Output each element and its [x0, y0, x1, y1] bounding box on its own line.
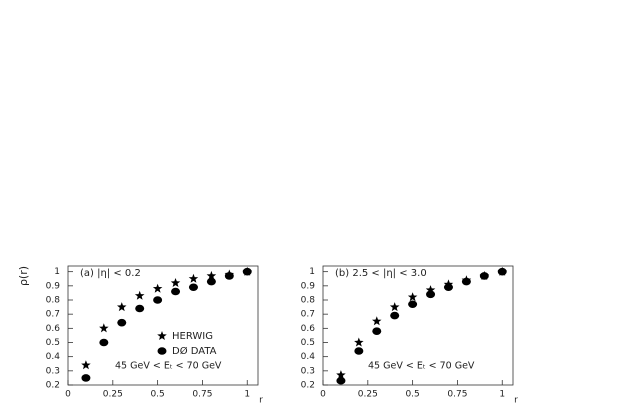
legend-label: DØ DATA — [172, 345, 217, 357]
panel-label: (a) |η| < 0.2 — [80, 268, 141, 279]
x-tick-label: 0 — [320, 390, 326, 400]
plot-frame — [67, 265, 259, 386]
legend-marker — [157, 331, 167, 340]
star-marker — [336, 370, 346, 380]
star-marker — [389, 302, 400, 312]
x-axis-label: r — [514, 396, 518, 406]
star-marker — [407, 292, 418, 302]
plot-frame — [322, 265, 514, 386]
legend-label: HERWIG — [172, 331, 213, 342]
x-tick-label: 1 — [244, 390, 250, 400]
x-tick-label: 1 — [499, 390, 505, 400]
y-tick-label: 0.8 — [46, 296, 61, 306]
circle-marker — [408, 300, 418, 309]
circle-marker — [135, 304, 145, 313]
x-tick-label: 0.5 — [405, 390, 419, 400]
annotation: 45 GeV < Eₜ < 70 GeV — [115, 361, 222, 372]
star-marker — [99, 323, 109, 333]
y-tick-label: 0.7 — [301, 310, 315, 320]
circle-marker — [99, 338, 109, 347]
y-tick-label: 0.5 — [301, 338, 315, 348]
circle-marker — [426, 290, 436, 299]
x-tick-label: 0.25 — [358, 390, 378, 400]
circle-marker — [153, 296, 163, 304]
star-marker — [425, 285, 436, 295]
circle-marker — [224, 272, 234, 280]
circle-marker — [206, 277, 216, 286]
x-tick-label: 0 — [65, 390, 71, 400]
y-tick-label: 0.5 — [46, 338, 60, 348]
y-tick-label: 1 — [309, 267, 315, 277]
circle-marker — [117, 318, 127, 327]
star-marker — [134, 290, 145, 300]
y-tick-label: 0.9 — [46, 281, 61, 291]
circle-marker — [390, 311, 400, 320]
circle-marker — [461, 277, 471, 286]
y-axis-label: ρ(r) — [17, 266, 30, 286]
y-tick-label: 0.2 — [46, 381, 60, 391]
x-tick-label: 0.5 — [150, 390, 164, 400]
panel-label: (b) 2.5 < |η| < 3.0 — [335, 268, 427, 279]
star-marker — [170, 278, 181, 287]
y-tick-label: 0.2 — [301, 381, 315, 391]
y-tick-label: 0.4 — [46, 352, 61, 362]
circle-marker — [443, 283, 453, 292]
circle-marker — [81, 374, 91, 382]
circle-marker — [171, 287, 181, 296]
y-tick-label: 1 — [54, 267, 60, 277]
circle-marker — [336, 376, 346, 385]
star-marker — [152, 283, 163, 293]
y-tick-label: 0.6 — [46, 324, 61, 334]
circle-marker — [497, 267, 507, 276]
y-tick-label: 0.4 — [301, 352, 316, 362]
star-marker — [188, 273, 199, 283]
annotation: 45 GeV < Eₜ < 70 GeV — [368, 361, 475, 372]
star-marker — [117, 302, 127, 312]
star-marker — [206, 270, 217, 280]
star-marker — [372, 316, 382, 326]
x-tick-label: 0.25 — [103, 390, 123, 400]
x-tick-label: 0.75 — [447, 390, 467, 400]
x-axis-label: r — [259, 396, 263, 406]
circle-marker — [479, 272, 489, 280]
y-tick-label: 0.3 — [301, 366, 315, 376]
legend-marker — [157, 347, 167, 355]
star-marker — [81, 360, 91, 370]
circle-marker — [354, 347, 364, 355]
y-tick-label: 0.9 — [301, 281, 316, 291]
star-marker — [354, 337, 364, 347]
y-tick-label: 0.6 — [301, 324, 316, 334]
x-tick-label: 0.75 — [192, 390, 212, 400]
circle-marker — [372, 327, 382, 335]
y-tick-label: 0.8 — [301, 296, 316, 306]
y-tick-label: 0.7 — [46, 310, 60, 320]
circle-marker — [188, 283, 198, 292]
y-tick-label: 0.3 — [46, 366, 60, 376]
circle-marker — [242, 267, 252, 276]
